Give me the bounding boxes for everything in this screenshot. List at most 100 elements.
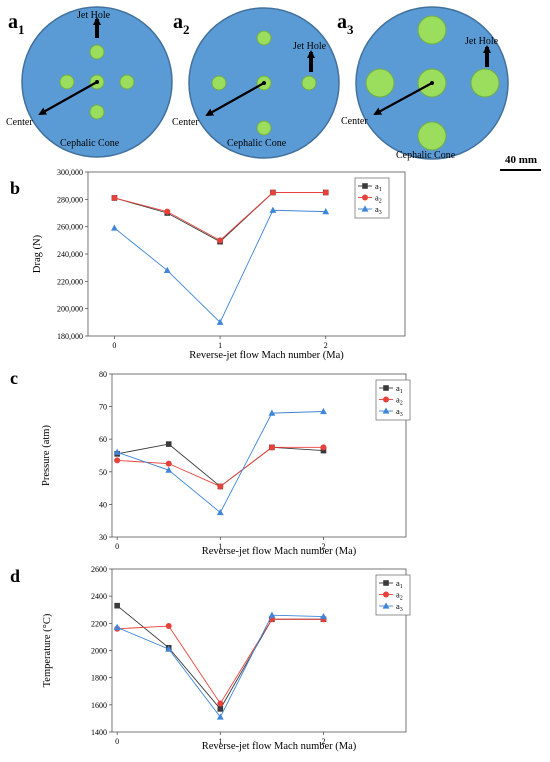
legend-box	[354, 177, 390, 219]
legend-marker	[382, 602, 390, 609]
data-point-a3	[322, 208, 330, 215]
y-tick-label: 1400	[91, 728, 107, 737]
data-point-a2	[268, 444, 275, 451]
y-tick-label: 260,000	[57, 223, 83, 232]
series-line-a3	[114, 209, 326, 324]
x-tick-label: 1	[218, 542, 222, 551]
legend-marker	[362, 183, 368, 189]
series-line-a2	[117, 446, 324, 487]
series-line-a2	[114, 192, 326, 241]
legend-marker	[361, 205, 369, 212]
legend-label: a2	[375, 193, 382, 205]
data-point-a3	[269, 206, 277, 213]
data-point-a1	[165, 441, 172, 447]
series-line-a1	[114, 192, 326, 243]
x-tick-label: 0	[112, 341, 116, 350]
data-point-a3	[113, 623, 121, 631]
center-label-a1: Center	[6, 117, 33, 128]
center-arrow-a2	[205, 82, 265, 116]
legend-box	[375, 379, 411, 421]
x-axis-label: Reverse-jet flow Mach number (Ma)	[202, 546, 357, 557]
diagram-a3: a3 Jet Hole Center Cephalic Cone	[337, 6, 509, 161]
diagram-a1: a1 Jet Hole Center Cephalic Cone	[6, 6, 173, 158]
jet-hole-a1-top	[89, 44, 105, 60]
legend-marker	[383, 396, 389, 403]
jet-hole-label-a2: Jet Hole	[293, 41, 327, 52]
jet-hole-a3-right	[470, 68, 500, 98]
diagram-a3-label: a3	[337, 11, 354, 37]
data-point-a3	[268, 409, 276, 416]
legend-marker	[382, 407, 390, 414]
data-point-a3	[216, 713, 224, 720]
center-arrow-a1	[38, 81, 98, 115]
y-tick-label: 1800	[91, 674, 107, 683]
y-tick-label: 50	[99, 468, 107, 477]
y-tick-label: 70	[99, 403, 107, 412]
jet-hole-a3-left	[365, 68, 395, 98]
diagram-a1-label: a1	[8, 11, 25, 37]
jet-hole-label-a3: Jet Hole	[465, 36, 499, 47]
data-point-a3	[163, 266, 171, 273]
center-label-a3: Center	[341, 116, 368, 127]
data-point-a2	[320, 444, 327, 451]
panel-label: d	[10, 566, 20, 586]
plot-frame	[111, 568, 407, 733]
data-point-a1	[320, 447, 327, 454]
y-tick-label: 30	[99, 533, 107, 542]
data-point-a3	[165, 466, 173, 473]
data-point-a3	[216, 508, 224, 516]
y-tick-label: 280,000	[57, 195, 83, 204]
x-tick-label: 2	[321, 542, 325, 551]
legend-label: a1	[396, 383, 403, 395]
jet-hole-a1-right	[119, 74, 135, 90]
data-point-a2	[217, 237, 224, 244]
series-line-a2	[117, 618, 324, 705]
y-tick-label: 60	[99, 435, 107, 444]
cone-label-a3: Cephalic Cone	[396, 150, 456, 161]
data-point-a1	[114, 602, 120, 609]
y-axis-label: Pressure (atm)	[41, 425, 52, 486]
cone-label-a1: Cephalic Cone	[60, 138, 120, 149]
y-tick-label: 300,000	[57, 168, 83, 177]
center-label-a2: Center	[172, 117, 199, 128]
legend-marker	[362, 194, 368, 201]
legend-box	[375, 574, 411, 616]
data-point-a2	[217, 700, 224, 707]
legend-marker	[383, 591, 389, 598]
y-axis-label: Drag (N)	[32, 234, 43, 273]
data-point-a3	[111, 224, 118, 231]
legend-label: a3	[396, 406, 403, 418]
data-point-a3	[320, 407, 327, 415]
chart-b-drag: b 180,000 200,000 220,000 240,000 260,000 280,…	[10, 168, 406, 361]
jet-hole-a1-bottom	[89, 104, 105, 120]
y-tick-label: 2600	[91, 565, 107, 574]
data-point-a2	[164, 208, 171, 215]
jet-hole-label-a1: Jet Hole	[77, 10, 111, 21]
data-point-a3	[268, 611, 276, 618]
legend-label: a1	[375, 181, 382, 193]
y-tick-label: 2000	[91, 647, 107, 656]
x-tick-label: 2	[324, 341, 328, 350]
data-point-a3	[216, 318, 224, 325]
data-point-a1	[217, 706, 224, 712]
jet-hole-a2-top	[256, 30, 272, 46]
jet-hole-a3-bottom	[417, 121, 447, 151]
jet-hole-a1-left	[59, 74, 75, 90]
cone-label-a2: Cephalic Cone	[227, 138, 287, 149]
y-tick-label: 200,000	[57, 305, 83, 314]
data-point-a3	[165, 645, 173, 652]
data-point-a3	[320, 612, 327, 620]
legend-label: a3	[396, 601, 403, 613]
data-point-a2	[322, 189, 329, 196]
diagram-a2: a2 Jet Hole Center Cephalic Cone	[172, 7, 340, 159]
x-axis-label: Reverse-jet flow Mach number (Ma)	[202, 741, 357, 752]
jet-hole-a2-left	[211, 75, 227, 91]
center-arrow-a3	[373, 82, 433, 115]
panel-label: c	[10, 368, 18, 388]
legend-marker	[383, 385, 389, 391]
jet-hole-a3-top	[417, 15, 447, 45]
legend-label: a2	[396, 395, 403, 407]
x-tick-label: 1	[218, 737, 222, 746]
